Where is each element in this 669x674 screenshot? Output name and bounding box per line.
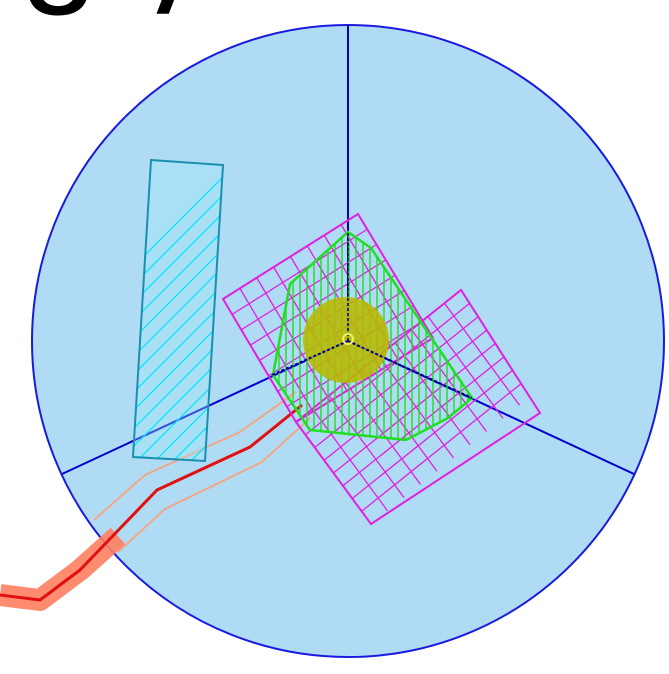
hatch-line	[240, 244, 377, 331]
center-circle	[303, 297, 389, 383]
hatch-line	[133, 160, 223, 461]
center-marker	[342, 333, 354, 345]
cyan-hatched-rect	[131, 158, 225, 463]
spoke-left-inner	[271, 340, 349, 376]
hatch-line	[351, 365, 518, 500]
spoke-right-inner	[347, 340, 473, 399]
hatch-line	[231, 228, 368, 315]
hatch-line	[133, 160, 223, 461]
hatch-line	[323, 327, 490, 461]
hatch-line	[304, 302, 471, 436]
hatch-line	[133, 160, 223, 461]
hatch-line	[361, 378, 528, 512]
route-line	[0, 403, 303, 602]
hatch-line	[333, 340, 499, 474]
route-band	[0, 527, 126, 611]
route-side-upper	[93, 391, 297, 521]
hatch-line	[133, 160, 223, 461]
route	[0, 391, 311, 611]
route-side-lower	[117, 417, 311, 553]
top-label: 8 7	[20, 0, 211, 43]
